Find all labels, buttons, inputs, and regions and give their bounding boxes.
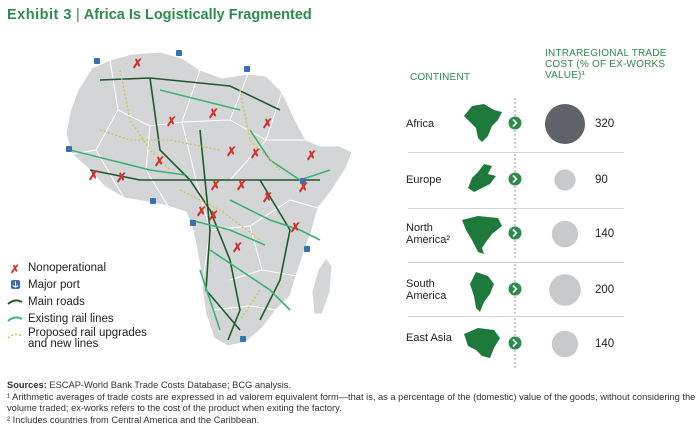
nonoperational-marks: ✗ ✗ ✗ ✗ ✗ ✗ ✗ ✗ ✗ ✗ ✗ ✗ ✗ ✗ ✗ ✗ ✗ ✗ xyxy=(88,56,317,255)
title-text: Africa Is Logistically Fragmented xyxy=(83,7,312,23)
continent-name: East Asia xyxy=(406,332,452,344)
arrow-circle-icon xyxy=(508,264,522,314)
x-mark-icon: ✗ xyxy=(208,208,219,223)
legend-item-proposed-rail: Proposed rail upgrades and new lines xyxy=(6,327,163,354)
continent-row: East Asia 140 xyxy=(400,316,690,376)
x-mark-icon: ✗ xyxy=(132,56,143,71)
row-divider xyxy=(408,316,624,317)
arrow-circle-icon xyxy=(508,154,522,204)
sources-line: Sources: ESCAP-World Bank Trade Costs Da… xyxy=(7,380,697,392)
x-mark-icon: ✗ xyxy=(154,154,165,169)
port-icon xyxy=(240,336,246,342)
road-line-icon xyxy=(6,297,24,309)
continent-map-icon xyxy=(468,164,496,192)
major-ports xyxy=(66,50,310,342)
footnotes: Sources: ESCAP-World Bank Trade Costs Da… xyxy=(7,380,697,426)
exhibit-number: Exhibit 3 xyxy=(7,7,72,23)
existing-rail-lines xyxy=(69,89,331,331)
x-mark-icon: ✗ xyxy=(232,240,243,255)
exhibit-title: Exhibit 3 | Africa Is Logistically Fragmen… xyxy=(7,7,312,23)
arrow-circle-icon xyxy=(508,318,522,368)
trade-cost-value: 200 xyxy=(595,284,615,296)
x-mark-icon: ✗ xyxy=(116,170,127,185)
map-legend: ✗ Nonoperational Major port Main roads E… xyxy=(6,260,163,354)
continent-map-icon xyxy=(464,328,500,358)
continent-name: Europe xyxy=(406,174,442,186)
anchor-icon xyxy=(6,279,24,293)
trade-cost-bubble xyxy=(549,274,581,306)
x-mark-icon: ✗ xyxy=(166,114,177,129)
x-mark-icon: ✗ xyxy=(298,180,309,195)
trade-cost-bubble xyxy=(551,220,579,248)
trade-cost-value: 90 xyxy=(595,174,608,186)
x-mark-icon: ✗ xyxy=(262,116,273,131)
trade-cost-header: INTRAREGIONAL TRADE COST (% OF EX-WORKS … xyxy=(545,48,667,81)
x-mark-icon: ✗ xyxy=(10,263,20,276)
row-divider xyxy=(408,208,624,209)
legend-label: Proposed rail upgrades and new lines xyxy=(28,327,147,350)
continent-row: Africa 320 xyxy=(400,96,690,156)
continent-map-icon xyxy=(462,216,502,254)
continent-map-icon xyxy=(470,272,494,312)
continent-header: CONTINENT xyxy=(410,72,471,83)
x-mark-icon: ✗ xyxy=(262,190,273,205)
africa-logistics-map: ✗ ✗ ✗ ✗ ✗ ✗ ✗ ✗ ✗ ✗ ✗ ✗ ✗ ✗ ✗ ✗ ✗ ✗ xyxy=(65,50,353,347)
trade-cost-bubble xyxy=(551,330,579,358)
sources-text: ESCAP-World Bank Trade Costs Database; B… xyxy=(49,380,292,390)
continent-row: Europe 90 xyxy=(400,152,690,212)
madagascar xyxy=(311,257,333,315)
proposed-line-icon xyxy=(6,331,24,343)
port-icon xyxy=(300,178,306,184)
port-icon xyxy=(304,246,310,252)
x-mark-icon: ✗ xyxy=(236,178,247,193)
x-mark-icon: ✗ xyxy=(210,178,221,193)
port-icon xyxy=(66,146,72,152)
rail-line-icon xyxy=(6,314,24,326)
continent-map-icon xyxy=(464,104,502,142)
row-divider xyxy=(408,262,624,263)
port-icon xyxy=(176,50,182,56)
continent-name: South America xyxy=(406,278,447,302)
legend-label: Main roads xyxy=(28,296,85,308)
x-mark-icon: ✗ xyxy=(208,106,219,121)
continent-name: North America² xyxy=(406,222,451,246)
trade-cost-value: 140 xyxy=(595,228,615,240)
legend-item-major-port: Major port xyxy=(6,277,163,294)
trade-cost-bubble xyxy=(545,104,585,144)
row-divider xyxy=(408,152,624,153)
trade-cost-value: 140 xyxy=(595,338,615,350)
continent-name: Africa xyxy=(406,118,435,130)
legend-label: Major port xyxy=(28,279,80,291)
legend-label: Nonoperational xyxy=(28,262,107,274)
main-roads xyxy=(89,77,320,341)
footnote-1: ¹ Arithmetic averages of trade costs are… xyxy=(7,391,696,414)
x-mark-icon: ✗ xyxy=(196,204,207,219)
trade-cost-bubble xyxy=(554,169,576,191)
footnote-2: ² Includes countries from Central Americ… xyxy=(7,414,260,425)
x-mark-icon: ✗ xyxy=(250,146,261,161)
x-mark-icon: ✗ xyxy=(226,144,237,159)
x-mark-icon: ✗ xyxy=(88,168,99,183)
arrow-circle-icon xyxy=(508,98,522,148)
port-icon xyxy=(94,58,100,64)
sources-label: Sources: xyxy=(7,380,47,390)
continent-row: South America 200 xyxy=(400,262,690,322)
legend-item-main-roads: Main roads xyxy=(6,294,163,311)
legend-item-nonoperational: ✗ Nonoperational xyxy=(6,260,163,277)
legend-item-existing-rail: Existing rail lines xyxy=(6,311,163,328)
trade-cost-value: 320 xyxy=(595,118,615,130)
port-icon xyxy=(150,198,156,204)
arrow-circle-icon xyxy=(508,208,522,258)
port-icon xyxy=(190,220,196,226)
x-mark-icon: ✗ xyxy=(306,148,317,163)
proposed-rail-lines xyxy=(99,69,281,321)
port-icon xyxy=(244,66,250,72)
title-separator: | xyxy=(75,7,80,23)
continent-row: North America² 140 xyxy=(400,206,690,266)
x-mark-icon: ✗ xyxy=(290,220,301,235)
legend-label: Existing rail lines xyxy=(28,313,114,325)
